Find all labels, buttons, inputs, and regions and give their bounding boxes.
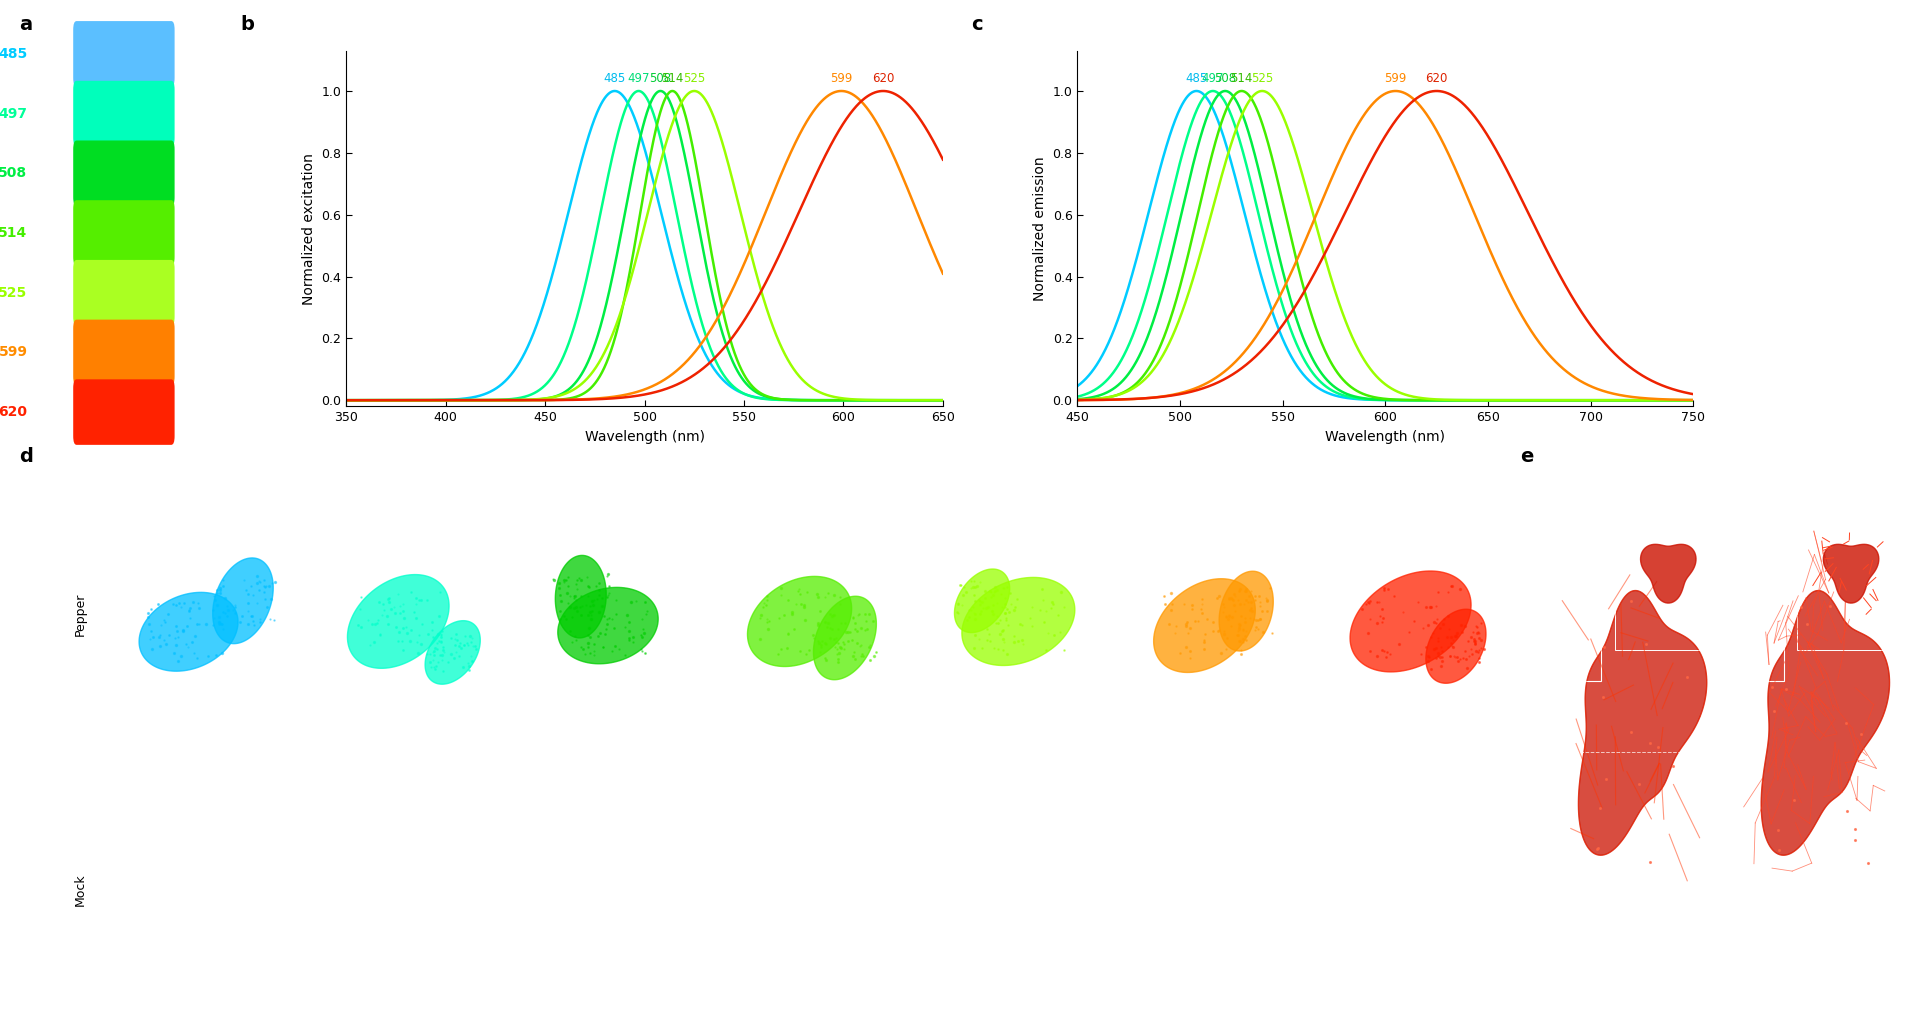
Text: Y: Y [1560,926,1563,935]
Text: 525: 525 [683,72,706,84]
Text: 508: 508 [0,167,27,180]
Text: c: c [971,15,983,35]
Text: 497: 497 [0,107,27,121]
Text: 3D-SIM: 3D-SIM [1865,503,1900,513]
Bar [1744,589,1783,681]
Title: Pepper525: Pepper525 [990,507,1046,517]
Text: Mock: Mock [73,873,87,905]
Polygon shape [1350,571,1471,672]
Polygon shape [1154,579,1254,673]
Y-axis label: Normalized excitation: Normalized excitation [302,152,315,305]
Text: ▲: ▲ [1552,977,1558,983]
Text: Widefield: Widefield [1673,503,1717,513]
FancyBboxPatch shape [73,200,175,266]
Text: Pepper: Pepper [73,593,87,636]
Text: X: X [1577,976,1583,985]
Bar [1613,493,1719,650]
Polygon shape [1425,610,1485,684]
Text: 508: 508 [1213,72,1236,84]
Polygon shape [1760,590,1888,855]
Title: Pepper497: Pepper497 [388,507,444,517]
Text: 525: 525 [1250,72,1273,84]
Text: 620: 620 [1425,72,1446,84]
Polygon shape [348,575,448,669]
Polygon shape [813,596,875,680]
Title: Pepper508: Pepper508 [588,507,644,517]
Text: d: d [19,447,33,466]
Text: 599: 599 [0,345,27,360]
Text: 599: 599 [829,72,852,84]
Text: 514: 514 [1231,72,1252,84]
Text: e: e [1519,447,1533,466]
Polygon shape [213,558,273,644]
Y-axis label: Normalized emission: Normalized emission [1033,156,1046,301]
Polygon shape [558,587,658,663]
Polygon shape [748,576,852,666]
Text: 525: 525 [0,285,27,300]
Text: 485: 485 [0,47,27,61]
Polygon shape [954,569,1010,633]
Bar [1796,493,1902,650]
Text: 497: 497 [1202,72,1223,84]
X-axis label: Wavelength (nm): Wavelength (nm) [1325,430,1444,444]
Polygon shape [1219,571,1273,651]
Polygon shape [1577,590,1706,855]
Text: 514: 514 [0,226,27,240]
Text: 485: 485 [1185,72,1208,84]
X-axis label: Wavelength (nm): Wavelength (nm) [585,430,704,444]
FancyBboxPatch shape [73,21,175,86]
Text: 514: 514 [662,72,683,84]
Polygon shape [962,577,1075,665]
Text: 508: 508 [650,72,671,84]
Bar [1561,589,1600,681]
Text: b: b [240,15,254,35]
Polygon shape [138,592,238,672]
Text: 620: 620 [871,72,894,84]
Title: Pepper485: Pepper485 [188,507,244,517]
Polygon shape [556,556,606,638]
FancyBboxPatch shape [73,260,175,325]
Text: 497: 497 [627,72,650,84]
FancyBboxPatch shape [73,81,175,146]
FancyBboxPatch shape [73,140,175,206]
Text: a: a [19,15,33,35]
Polygon shape [425,621,481,684]
FancyBboxPatch shape [73,379,175,445]
FancyBboxPatch shape [73,320,175,385]
Title: Pepper514: Pepper514 [788,507,846,517]
Title: Pepper620: Pepper620 [1390,507,1446,517]
Text: 485: 485 [604,72,625,84]
Text: 599: 599 [1385,72,1406,84]
Text: 620: 620 [0,405,27,419]
Title: Pepper599: Pepper599 [1190,507,1246,517]
